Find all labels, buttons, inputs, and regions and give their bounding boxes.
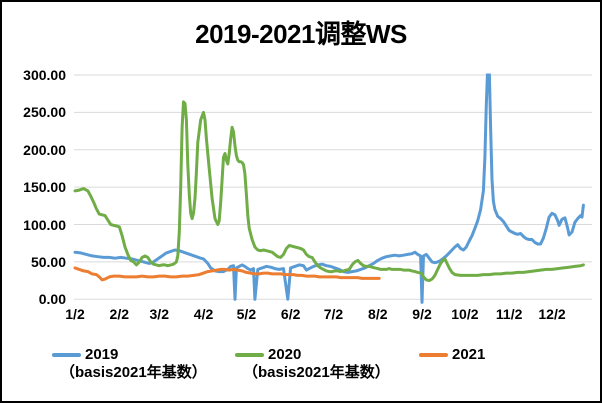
legend-label-2019: 2019: [85, 346, 119, 363]
x-axis-label: 7/2: [323, 306, 344, 322]
x-axis-label: 9/2: [412, 306, 432, 322]
x-axis-label: 2/2: [109, 306, 129, 322]
legend-swatch-2019: [52, 353, 81, 357]
y-axis-label: 300.00: [23, 67, 66, 83]
series-line-2020: [73, 100, 585, 283]
legend-sublabel-2019: （basis2021年基数）: [60, 364, 207, 381]
legend-item-2020: 2020 （basis2021年基数）: [235, 346, 390, 381]
legend-label-2020: 2020: [268, 346, 302, 363]
x-axis-label: 8/2: [368, 306, 388, 322]
x-axis-label: 12/2: [538, 306, 566, 322]
y-axis-label: 100.00: [23, 216, 66, 233]
x-axis-label: 5/2: [236, 306, 257, 322]
legend-swatch-2021: [419, 353, 448, 357]
x-axis-label: 11/2: [495, 306, 523, 322]
y-axis-label: 50.00: [30, 253, 66, 270]
series-line-2019: [73, 73, 585, 304]
x-axis-label: 3/2: [149, 306, 169, 322]
x-axis-label: 1/2: [65, 306, 85, 322]
y-axis-label: 0.00: [38, 291, 66, 308]
y-axis-label: 150.00: [23, 179, 66, 196]
y-axis-label: 200.00: [23, 141, 66, 158]
legend-item-2021: 2021: [419, 346, 485, 364]
y-axis-label: 250.00: [23, 104, 66, 121]
legend-item-2019: 2019 （basis2021年基数）: [52, 346, 207, 381]
x-axis-label: 4/2: [193, 306, 214, 322]
chart-title: 2019-2021调整WS: [195, 19, 407, 49]
series-line-2021: [73, 266, 381, 282]
legend-label-2021: 2021: [452, 346, 486, 363]
x-axis-label: 10/2: [451, 306, 479, 322]
legend-swatch-2020: [235, 353, 264, 357]
legend: 2019 （basis2021年基数） 2020 （basis2021年基数） …: [2, 346, 600, 392]
legend-sublabel-2020: （basis2021年基数）: [243, 364, 390, 381]
x-axis-label: 6/2: [280, 306, 301, 322]
